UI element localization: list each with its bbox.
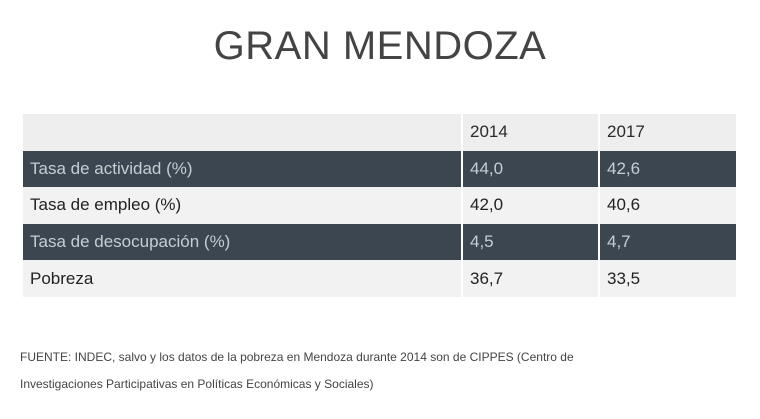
table-row: Tasa de desocupación (%) 4,5 4,7: [23, 223, 736, 261]
table-row: Tasa de empleo (%) 42,0 40,6: [23, 187, 736, 224]
source-note: FUENTE: INDEC, salvo y los datos de la p…: [20, 344, 740, 398]
header-cell-2017: 2017: [599, 114, 736, 151]
data-table: 2014 2017 Tasa de actividad (%) 44,0 42,…: [23, 114, 736, 297]
header-cell-empty: [23, 114, 463, 151]
value-cell: 4,5: [462, 223, 600, 261]
row-label: Tasa de desocupación (%): [23, 223, 463, 261]
source-line: Investigaciones Participativas en Políti…: [20, 377, 374, 391]
value-cell: 33,5: [599, 260, 736, 297]
header-cell-2014: 2014: [462, 114, 600, 151]
page-title: GRAN MENDOZA: [213, 24, 547, 68]
value-cell: 36,7: [462, 260, 600, 297]
value-cell: 42,6: [599, 150, 736, 188]
row-label: Tasa de empleo (%): [23, 187, 463, 224]
source-line: FUENTE: INDEC, salvo y los datos de la p…: [20, 350, 574, 364]
table-header-row: 2014 2017: [23, 114, 736, 151]
value-cell: 44,0: [462, 150, 600, 188]
table-row: Tasa de actividad (%) 44,0 42,6: [23, 150, 736, 188]
table-row: Pobreza 36,7 33,5: [23, 260, 736, 297]
value-cell: 4,7: [599, 223, 736, 261]
value-cell: 42,0: [462, 187, 600, 224]
row-label: Pobreza: [23, 260, 463, 297]
row-label: Tasa de actividad (%): [23, 150, 463, 188]
value-cell: 40,6: [599, 187, 736, 224]
